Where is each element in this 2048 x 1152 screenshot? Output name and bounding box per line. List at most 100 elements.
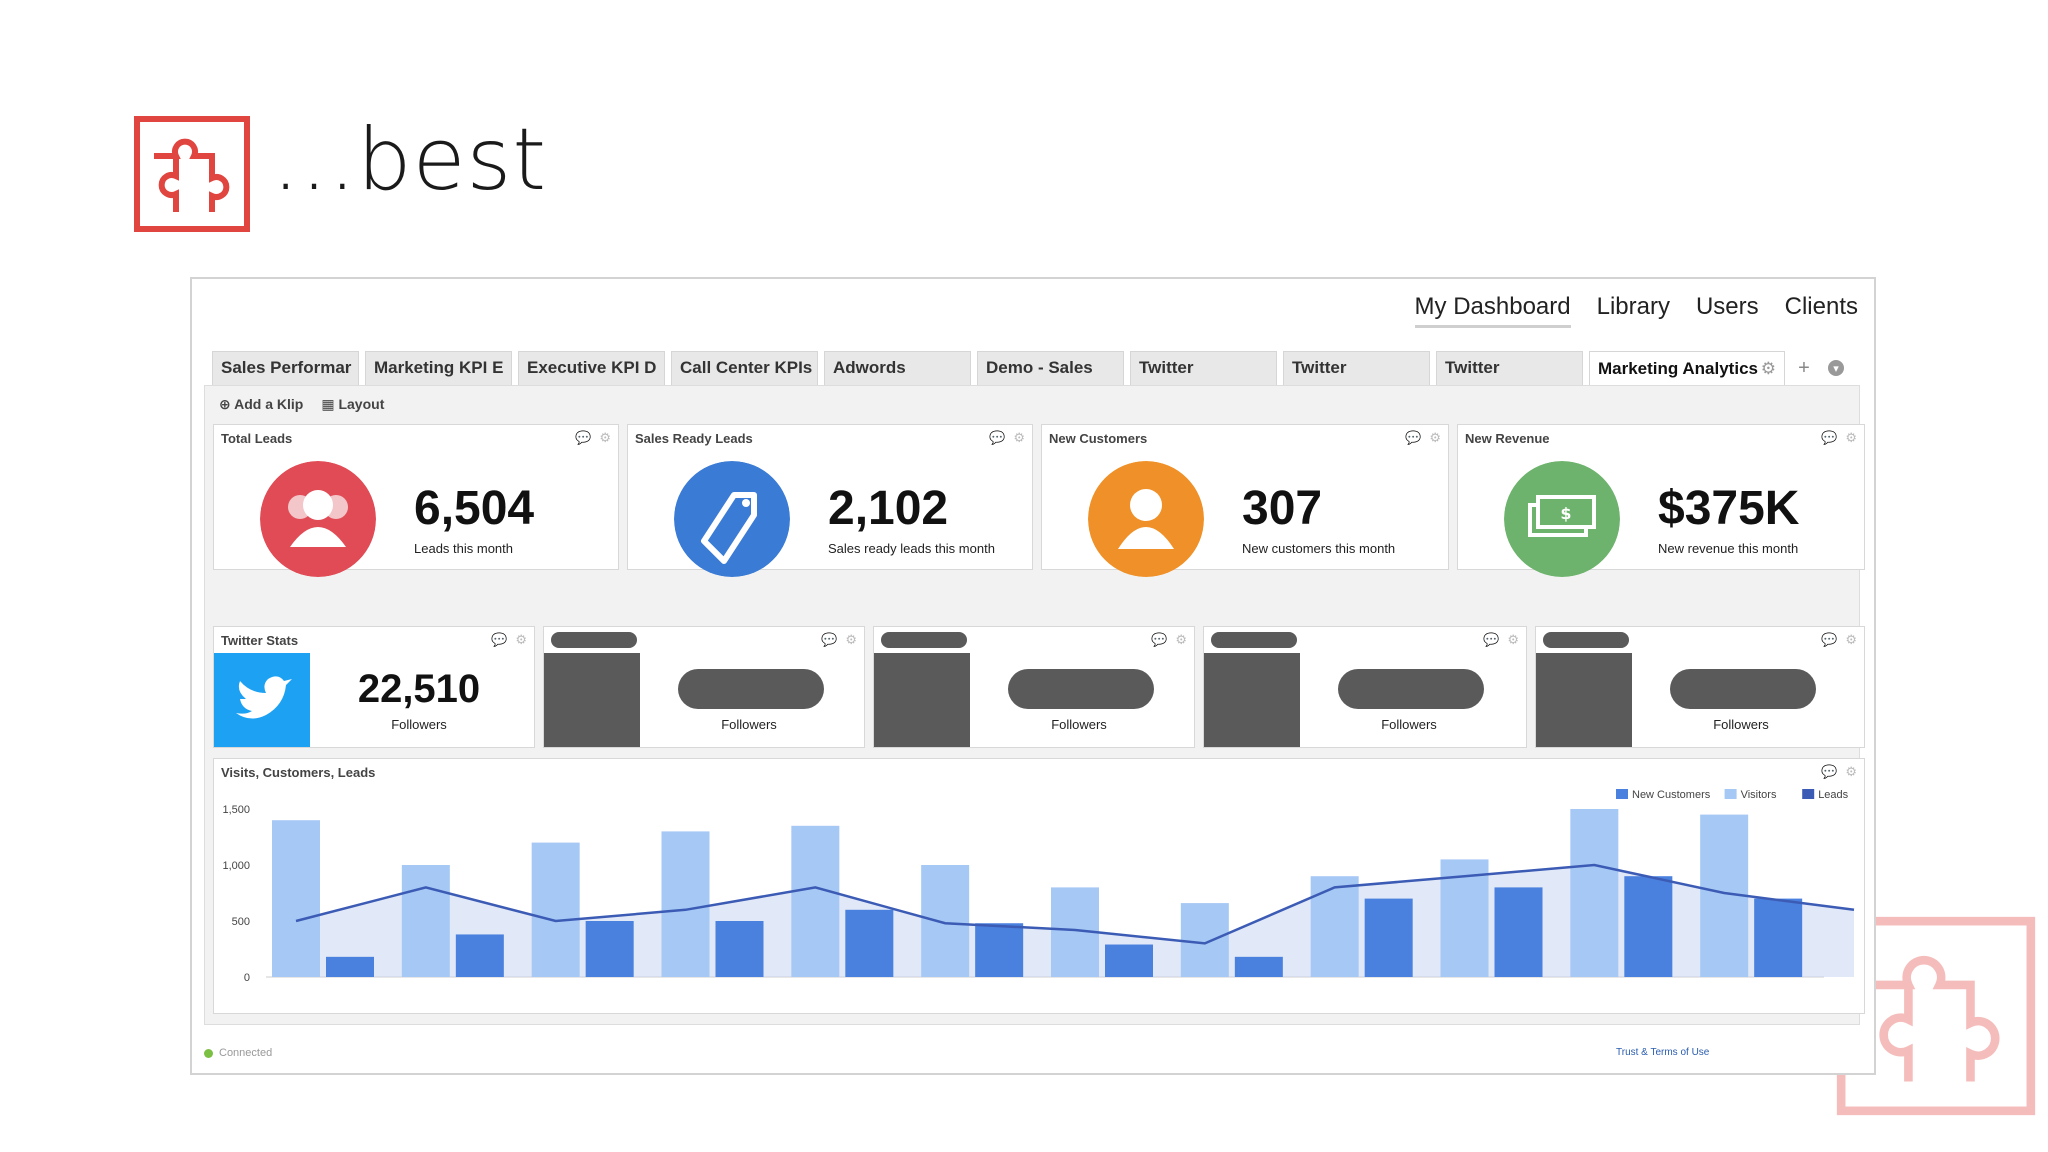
kpi-caption: New revenue this month xyxy=(1658,541,1799,556)
new-customers-bar xyxy=(1754,898,1803,977)
kpi-caption: New customers this month xyxy=(1242,541,1396,556)
klip-title: New Revenue xyxy=(1465,430,1550,446)
comment-icon[interactable]: 💬 xyxy=(1405,430,1422,445)
new-customers-bar xyxy=(1234,956,1283,977)
klip-title: Twitter Stats xyxy=(221,632,299,648)
top-navigation: My Dashboard Library Users Clients xyxy=(1414,293,1858,328)
tab-call-center-kpis[interactable]: Call Center KPIs xyxy=(671,351,818,385)
gear-icon[interactable]: ⚙ xyxy=(515,632,527,647)
klip-new-customers: New Customers 💬 ⚙ 307 New customers this m… xyxy=(1041,424,1449,577)
y-tick-label: 500 xyxy=(232,916,250,928)
comment-icon[interactable]: 💬 xyxy=(1821,430,1838,445)
kpi-value: $375K xyxy=(1658,482,1800,535)
svg-text:$: $ xyxy=(1560,504,1571,523)
tab-twitter-1[interactable]: Twitter xyxy=(1130,351,1277,385)
gear-icon[interactable]: ⚙ xyxy=(1175,632,1187,647)
tab-menu-icon[interactable]: ▾ xyxy=(1823,351,1849,385)
tab-twitter-2[interactable]: Twitter xyxy=(1283,351,1430,385)
legend-label: Leads xyxy=(1818,789,1848,801)
new-customers-bar xyxy=(585,921,634,977)
tab-marketing-analytics[interactable]: Marketing Analytics ⚙ xyxy=(1589,351,1785,385)
placeholder-caption: Followers xyxy=(1381,717,1437,732)
tab-marketing-analytics-label: Marketing Analytics xyxy=(1598,358,1758,378)
placeholder-title xyxy=(1211,632,1297,648)
placeholder-image xyxy=(874,653,970,747)
tab-adwords[interactable]: Adwords xyxy=(824,351,971,385)
tab-executive-kpi[interactable]: Executive KPI D xyxy=(518,351,665,385)
nav-library[interactable]: Library xyxy=(1596,293,1670,320)
comment-icon[interactable]: 💬 xyxy=(1821,764,1838,779)
klip-sales-ready-leads: Sales Ready Leads 💬 ⚙ 2,102 Sales ready le… xyxy=(627,424,1033,577)
nav-clients[interactable]: Clients xyxy=(1784,293,1858,320)
klip-twitter-placeholder: 💬 ⚙ Followers xyxy=(1203,626,1527,748)
tab-twitter-3[interactable]: Twitter xyxy=(1436,351,1583,385)
gear-icon[interactable]: ⚙ xyxy=(1013,430,1025,445)
user-icon xyxy=(1088,461,1204,577)
y-tick-label: 1,500 xyxy=(222,804,250,816)
legend-swatch xyxy=(1724,789,1737,799)
puzzle-logo-icon xyxy=(134,116,250,232)
gear-icon[interactable]: ⚙ xyxy=(845,632,857,647)
tab-sales-performance[interactable]: Sales Performar xyxy=(212,351,359,385)
add-circle-icon: ⊕ xyxy=(219,396,231,412)
layout-button[interactable]: ▦ Layout xyxy=(321,396,384,413)
add-klip-button[interactable]: ⊕ Add a Klip xyxy=(219,396,303,413)
placeholder-value xyxy=(1670,669,1816,709)
klip-twitter-stats: Twitter Stats 💬 ⚙ 22,510 Followers xyxy=(213,626,535,748)
leads-line xyxy=(295,863,1855,945)
connection-status: Connected xyxy=(204,1047,272,1059)
nav-my-dashboard[interactable]: My Dashboard xyxy=(1414,293,1571,328)
add-tab-icon[interactable]: + xyxy=(1798,356,1810,379)
comment-icon[interactable]: 💬 xyxy=(1151,632,1168,647)
visitors-bar xyxy=(791,825,840,977)
new-customers-bar xyxy=(845,909,894,977)
placeholder-value xyxy=(1008,669,1154,709)
placeholder-image xyxy=(544,653,640,747)
tab-marketing-kpi[interactable]: Marketing KPI E xyxy=(365,351,512,385)
placeholder-title xyxy=(881,632,967,648)
layout-label: Layout xyxy=(338,396,385,412)
kpi-caption: Sales ready leads this month xyxy=(828,541,995,556)
new-customers-bar xyxy=(1105,944,1153,977)
legend-swatch xyxy=(1802,789,1815,799)
new-customers-bar xyxy=(1624,876,1673,977)
add-klip-label: Add a Klip xyxy=(234,396,304,412)
visitors-bar xyxy=(272,820,320,977)
kpi-value: 6,504 xyxy=(414,482,535,535)
legend-label: New Customers xyxy=(1632,789,1711,801)
klip-total-leads: Total Leads 💬 ⚙ 6,504 Leads this month xyxy=(213,424,619,577)
gear-icon[interactable]: ⚙ xyxy=(1507,632,1519,647)
kpi-value: 2,102 xyxy=(828,482,949,535)
trust-terms-link[interactable]: Trust & Terms of Use xyxy=(1616,1047,1710,1058)
gear-icon[interactable]: ⚙ xyxy=(1845,632,1857,647)
gear-icon[interactable]: ⚙ xyxy=(1845,430,1857,445)
kpi-caption: Leads this month xyxy=(414,541,514,556)
comment-icon[interactable]: 💬 xyxy=(575,430,592,445)
gear-icon[interactable]: ⚙ xyxy=(1429,430,1441,445)
placeholder-value xyxy=(678,669,824,709)
dashboard-tabs: Sales Performar Marketing KPI E Executiv… xyxy=(212,351,1849,385)
klip-title: New Customers xyxy=(1049,430,1148,446)
comment-icon[interactable]: 💬 xyxy=(1821,632,1838,647)
twitter-bird-icon xyxy=(214,653,310,747)
legend-swatch xyxy=(1616,789,1628,799)
gear-icon[interactable]: ⚙ xyxy=(599,430,611,445)
y-tick-label: 1,000 xyxy=(222,860,250,872)
placeholder-caption: Followers xyxy=(1051,717,1107,732)
comment-icon[interactable]: 💬 xyxy=(821,632,838,647)
placeholder-caption: Followers xyxy=(1713,717,1769,732)
gear-icon[interactable]: ⚙ xyxy=(1845,764,1857,779)
klip-twitter-placeholder: 💬 ⚙ Followers xyxy=(543,626,865,748)
tab-demo-sales[interactable]: Demo - Sales xyxy=(977,351,1124,385)
comment-icon[interactable]: 💬 xyxy=(989,430,1006,445)
users-icon xyxy=(260,461,376,577)
comment-icon[interactable]: 💬 xyxy=(491,632,508,647)
nav-users[interactable]: Users xyxy=(1695,293,1759,320)
klip-title: Visits, Customers, Leads xyxy=(221,764,376,780)
tab-gear-icon[interactable]: ⚙ xyxy=(1760,358,1776,378)
new-customers-bar xyxy=(715,921,764,977)
visitors-bar xyxy=(1180,903,1229,977)
new-customers-bar xyxy=(1494,887,1543,977)
twitter-followers-caption: Followers xyxy=(391,717,447,732)
comment-icon[interactable]: 💬 xyxy=(1483,632,1500,647)
